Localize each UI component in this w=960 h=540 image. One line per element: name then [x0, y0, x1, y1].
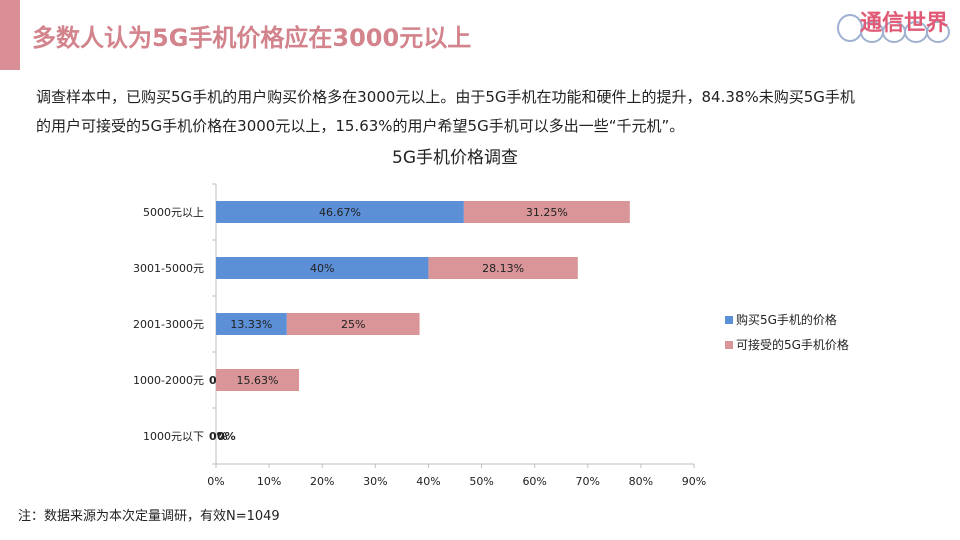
- x-tick-label: 50%: [469, 475, 493, 488]
- data-label: 13.33%: [230, 318, 272, 331]
- title-accent-bar: [0, 0, 20, 70]
- bar-segment: [428, 257, 578, 279]
- brand-logo: 通信世界: [837, 10, 950, 43]
- y-category-label: 3001-5000元: [133, 262, 204, 275]
- x-tick-label: 20%: [310, 475, 334, 488]
- x-tick-label: 70%: [576, 475, 600, 488]
- data-label: 40%: [310, 262, 334, 275]
- summary-line-2: 的用户可接受的5G手机价格在3000元以上，15.63%的用户希望5G手机可以多…: [36, 117, 685, 135]
- data-label: 25%: [341, 318, 365, 331]
- x-tick-label: 0%: [207, 475, 224, 488]
- bar-segment: [216, 257, 429, 279]
- bar-segment: [286, 313, 420, 335]
- data-label-zero: 0%: [209, 430, 228, 443]
- y-category-label: 1000元以下: [143, 430, 204, 443]
- bar-segment: [216, 201, 464, 223]
- x-tick-label: 40%: [416, 475, 440, 488]
- page-title: 多数人认为5G手机价格应在3000元以上: [32, 24, 472, 52]
- chart-title: 5G手机价格调查: [392, 148, 518, 168]
- data-label-zero: 0%: [217, 430, 236, 443]
- x-tick-label: 60%: [522, 475, 546, 488]
- data-label: 46.67%: [319, 206, 361, 219]
- summary-line-1: 调查样本中，已购买5G手机的用户购买价格多在3000元以上。由于5G手机在功能和…: [36, 88, 855, 106]
- bar-segment: [216, 369, 300, 391]
- y-category-label: 5000元以上: [143, 206, 204, 219]
- data-label: 28.13%: [482, 262, 524, 275]
- legend-label: 可接受的5G手机价格: [736, 337, 849, 352]
- legend-swatch: [725, 341, 733, 349]
- bar-segment: [216, 313, 287, 335]
- y-category-label: 2001-3000元: [133, 318, 204, 331]
- footnote: 注：数据来源为本次定量调研，有效N=1049: [18, 509, 280, 524]
- legend-label: 购买5G手机的价格: [736, 312, 837, 327]
- bar-segment: [463, 201, 630, 223]
- x-tick-label: 30%: [363, 475, 387, 488]
- x-tick-label: 80%: [629, 475, 653, 488]
- x-tick-label: 90%: [682, 475, 706, 488]
- data-label: 31.25%: [526, 206, 568, 219]
- x-tick-label: 10%: [257, 475, 281, 488]
- y-category-label: 1000-2000元: [133, 374, 204, 387]
- data-label: 15.63%: [237, 374, 279, 387]
- legend-swatch: [725, 316, 733, 324]
- brand-logo-text: 通信世界: [860, 10, 948, 36]
- summary-text: 调查样本中，已购买5G手机的用户购买价格多在3000元以上。由于5G手机在功能和…: [36, 83, 926, 141]
